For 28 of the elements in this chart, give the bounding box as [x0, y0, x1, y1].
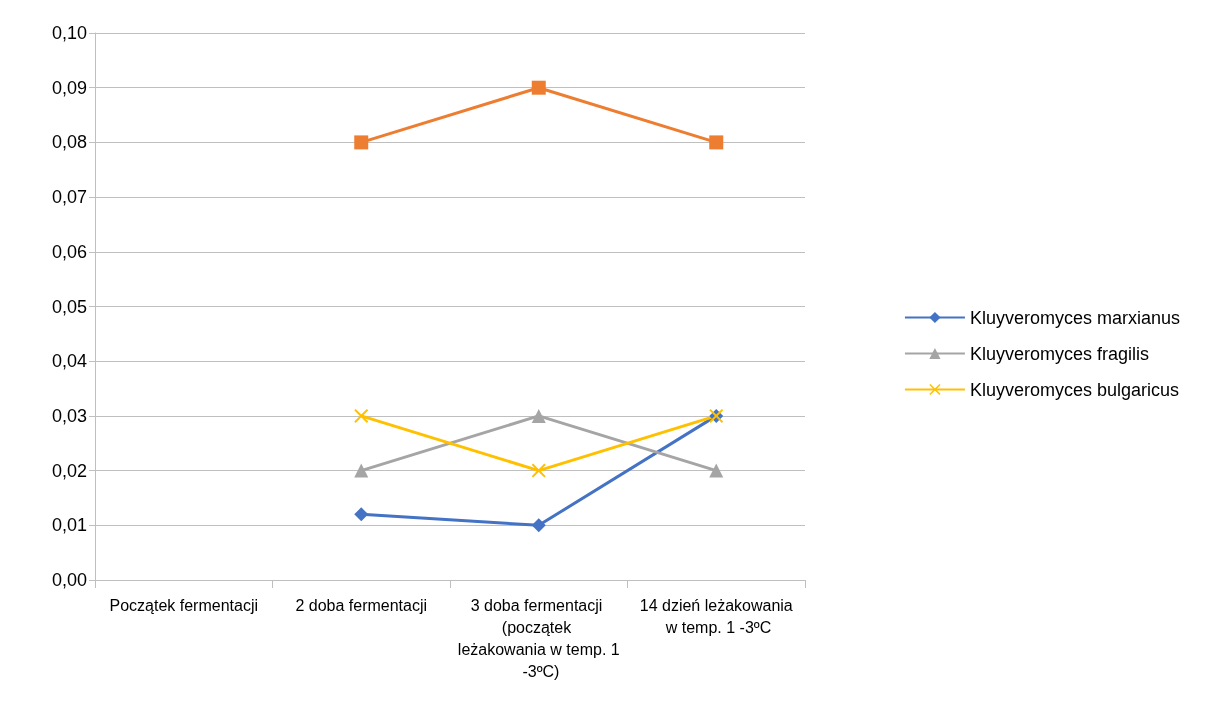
y-tick-label: 0,01 — [51, 515, 87, 536]
point — [531, 408, 546, 423]
x-tick-label: 14 dzień leżakowania w temp. 1 -3ºC — [639, 596, 793, 636]
point — [709, 463, 724, 478]
point — [354, 507, 369, 522]
point — [354, 135, 369, 150]
x-tick-label: Początek fermentacji — [109, 596, 259, 614]
point — [531, 518, 546, 533]
y-tick-label: 0,03 — [51, 405, 87, 426]
x-tick-label: 3 doba fermentacji (początek leżakowania w temp. 1 -3ºC) — [457, 596, 620, 680]
legend-label: Kluyveromyces fragilis — [969, 343, 1149, 364]
point — [354, 463, 369, 478]
y-tick-label: 0,07 — [51, 187, 87, 208]
point — [709, 135, 724, 150]
point — [531, 80, 546, 95]
x-tick-label: 2 doba fermentacji — [295, 596, 428, 614]
y-tick-label: 0,04 — [51, 351, 87, 372]
point — [354, 408, 369, 423]
legend-label: Kluyveromyces bulgaricus — [969, 379, 1180, 400]
y-tick-label: 0,00 — [51, 570, 87, 590]
legend-label: Kluyveromyces marxianus — [969, 307, 1181, 328]
y-tick-label: 0,09 — [51, 77, 87, 98]
y-tick-label: 0,08 — [51, 132, 87, 153]
y-tick-label: 0,10 — [51, 23, 87, 43]
point — [531, 463, 546, 478]
y-tick-label: 0,02 — [51, 460, 87, 481]
y-tick-label: 0,06 — [51, 241, 87, 262]
y-tick-label: 0,05 — [51, 296, 87, 317]
